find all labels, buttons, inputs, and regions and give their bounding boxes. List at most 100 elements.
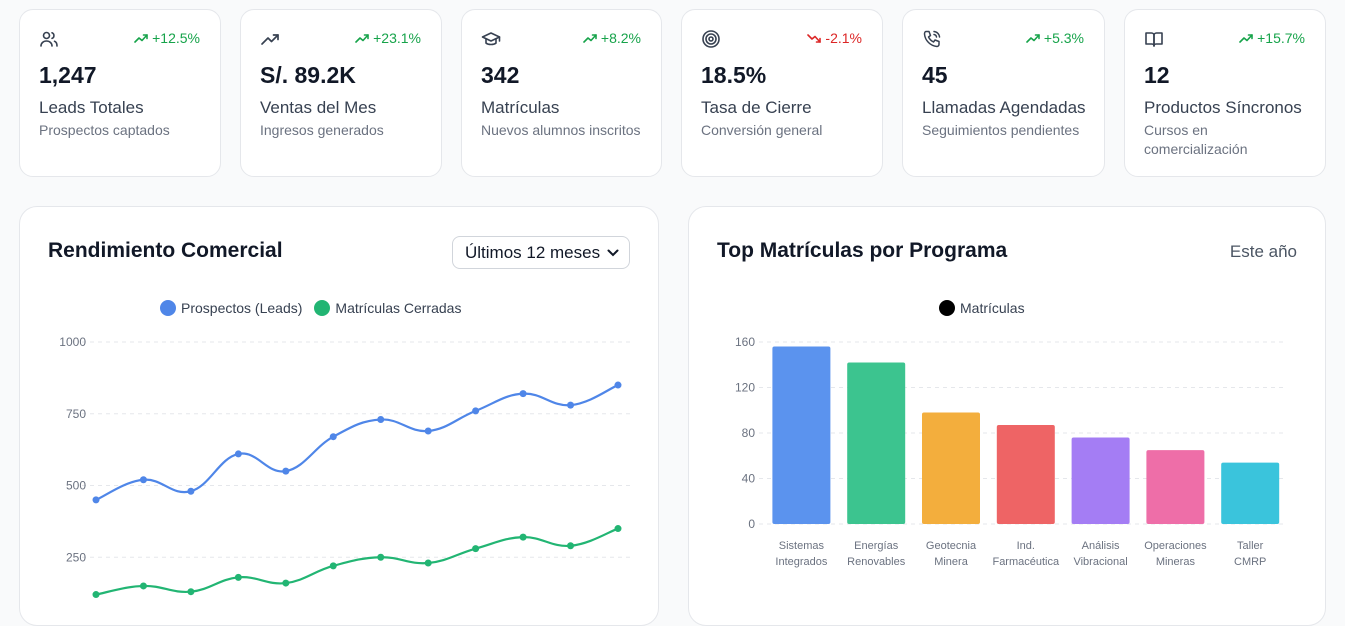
data-point[interactable]: [614, 381, 622, 389]
enrollments-title: Top Matrículas por Programa: [717, 239, 1008, 262]
x-tick-label: Análisis: [1082, 540, 1120, 552]
x-tick-label: CMRP: [1234, 556, 1266, 568]
data-point[interactable]: [187, 487, 195, 495]
data-point[interactable]: [329, 433, 337, 441]
bar[interactable]: [922, 412, 980, 524]
data-point[interactable]: [187, 588, 195, 596]
legend-label-closed: Matrículas Cerradas: [335, 300, 462, 316]
performance-panel: Rendimiento Comercial Últimos 12 meses P…: [19, 206, 659, 626]
data-point[interactable]: [234, 573, 242, 581]
x-tick-label: Minera: [934, 556, 969, 568]
phone-call-icon: [922, 29, 942, 49]
data-point[interactable]: [519, 533, 527, 541]
data-point[interactable]: [377, 415, 385, 423]
bar[interactable]: [1071, 437, 1130, 524]
y-tick-label: 40: [742, 472, 756, 486]
y-tick-label: 1000: [59, 335, 86, 349]
data-point[interactable]: [282, 467, 290, 475]
users-icon: [39, 29, 59, 49]
stat-value: S/. 89.2K: [260, 62, 356, 88]
stat-label: Matrículas: [481, 98, 560, 117]
bar-chart-legend: Matrículas: [939, 300, 1025, 316]
data-point[interactable]: [567, 542, 575, 550]
stat-description: Seguimientos pendientes: [922, 122, 1080, 138]
data-point[interactable]: [424, 559, 432, 567]
y-tick-label: 500: [66, 479, 86, 493]
bar[interactable]: [996, 425, 1055, 524]
stat-label: Leads Totales: [39, 98, 144, 117]
stat-description: Ingresos generados: [260, 122, 384, 138]
trend-up-icon: [1026, 34, 1040, 43]
legend-swatch-closed: [314, 300, 331, 316]
legend-swatch-leads: [160, 300, 176, 316]
bar[interactable]: [1221, 462, 1280, 524]
trend-badge: +15.7%: [1239, 30, 1305, 46]
stat-card[interactable]: +23.1% S/. 89.2K Ventas del Mes Ingresos ge…: [240, 9, 442, 177]
trend-badge: +8.2%: [583, 30, 641, 46]
data-point[interactable]: [472, 407, 480, 415]
data-point[interactable]: [234, 450, 242, 458]
enrollments-panel: Top Matrículas por Programa Este año Mat…: [688, 206, 1326, 626]
trend-badge: +12.5%: [134, 30, 200, 46]
x-tick-label: Operaciones: [1144, 540, 1207, 552]
legend-item-closed[interactable]: Matrículas Cerradas: [314, 300, 461, 316]
legend-label-leads: Prospectos (Leads): [181, 300, 303, 316]
trend-up-icon: [134, 34, 148, 43]
y-tick-label: 120: [735, 381, 755, 395]
date-range-select[interactable]: Últimos 12 meses: [452, 236, 630, 269]
performance-title: Rendimiento Comercial: [48, 239, 283, 262]
stat-value: 45: [922, 62, 948, 88]
bar-chart: 0 40 80 120 160 Sistemas Integrados Energías Ren…: [735, 335, 1283, 568]
y-tick-label: 160: [735, 335, 755, 349]
stat-value: 342: [481, 62, 520, 88]
stat-card[interactable]: +15.7% 12 Productos Síncronos Cursos en com…: [1124, 9, 1326, 177]
data-point[interactable]: [424, 427, 432, 435]
line-chart-legend: Prospectos (Leads) Matrículas Cerradas: [160, 300, 461, 316]
stat-description: Nuevos alumnos inscritos: [481, 122, 641, 138]
data-point[interactable]: [472, 545, 480, 553]
data-point[interactable]: [282, 579, 290, 587]
legend-item-enrollments[interactable]: Matrículas: [939, 300, 1025, 316]
x-tick-label: Energías: [854, 540, 899, 552]
trend-value: +12.5%: [152, 30, 200, 46]
trend-badge: -2.1%: [807, 30, 862, 46]
book-open-icon: [1144, 29, 1164, 49]
bar[interactable]: [1146, 450, 1205, 524]
enrollments-period: Este año: [1229, 242, 1297, 261]
trend-up-icon: [583, 34, 597, 43]
bar[interactable]: [847, 362, 906, 524]
x-tick-label: Sistemas: [779, 540, 825, 552]
x-tick-label: Ind.: [1017, 540, 1035, 552]
x-tick-label: Geotecnia: [926, 540, 977, 552]
x-tick-label: Integrados: [775, 556, 827, 568]
stat-card[interactable]: +8.2% 342 Matrículas Nuevos alumnos inscrit…: [461, 9, 662, 177]
x-tick-label: Vibracional: [1073, 556, 1127, 568]
stat-card[interactable]: +5.3% 45 Llamadas Agendadas Seguimientos pe…: [902, 9, 1105, 177]
bar[interactable]: [772, 346, 831, 524]
stat-value: 18.5%: [701, 62, 767, 88]
data-point[interactable]: [92, 496, 100, 504]
data-point[interactable]: [377, 553, 385, 561]
legend-item-leads[interactable]: Prospectos (Leads): [160, 300, 302, 316]
trend-value: +8.2%: [600, 30, 641, 46]
stat-value: 12: [1144, 62, 1170, 88]
trending-up-icon: [260, 29, 280, 49]
series-line-closed: [95, 527, 619, 596]
data-point[interactable]: [139, 476, 147, 484]
data-point[interactable]: [92, 591, 100, 599]
data-point[interactable]: [519, 390, 527, 398]
stat-card[interactable]: -2.1% 18.5% Tasa de Cierre Conversión gener…: [681, 9, 883, 177]
stat-card[interactable]: +12.5% 1,247 Leads Totales Prospectos capta…: [19, 9, 221, 177]
stat-label: Llamadas Agendadas: [922, 98, 1086, 117]
data-point[interactable]: [139, 582, 147, 590]
y-tick-label: 80: [742, 426, 756, 440]
legend-swatch-enrollments: [939, 300, 955, 316]
stat-value: 1,247: [39, 62, 97, 88]
stat-label: Ventas del Mes: [260, 98, 377, 117]
legend-label-enrollments: Matrículas: [960, 300, 1025, 316]
stat-label: Productos Síncronos: [1144, 98, 1302, 117]
data-point[interactable]: [614, 525, 622, 533]
data-point[interactable]: [329, 562, 337, 570]
data-point[interactable]: [567, 401, 575, 409]
x-tick-label: Renovables: [847, 556, 906, 568]
